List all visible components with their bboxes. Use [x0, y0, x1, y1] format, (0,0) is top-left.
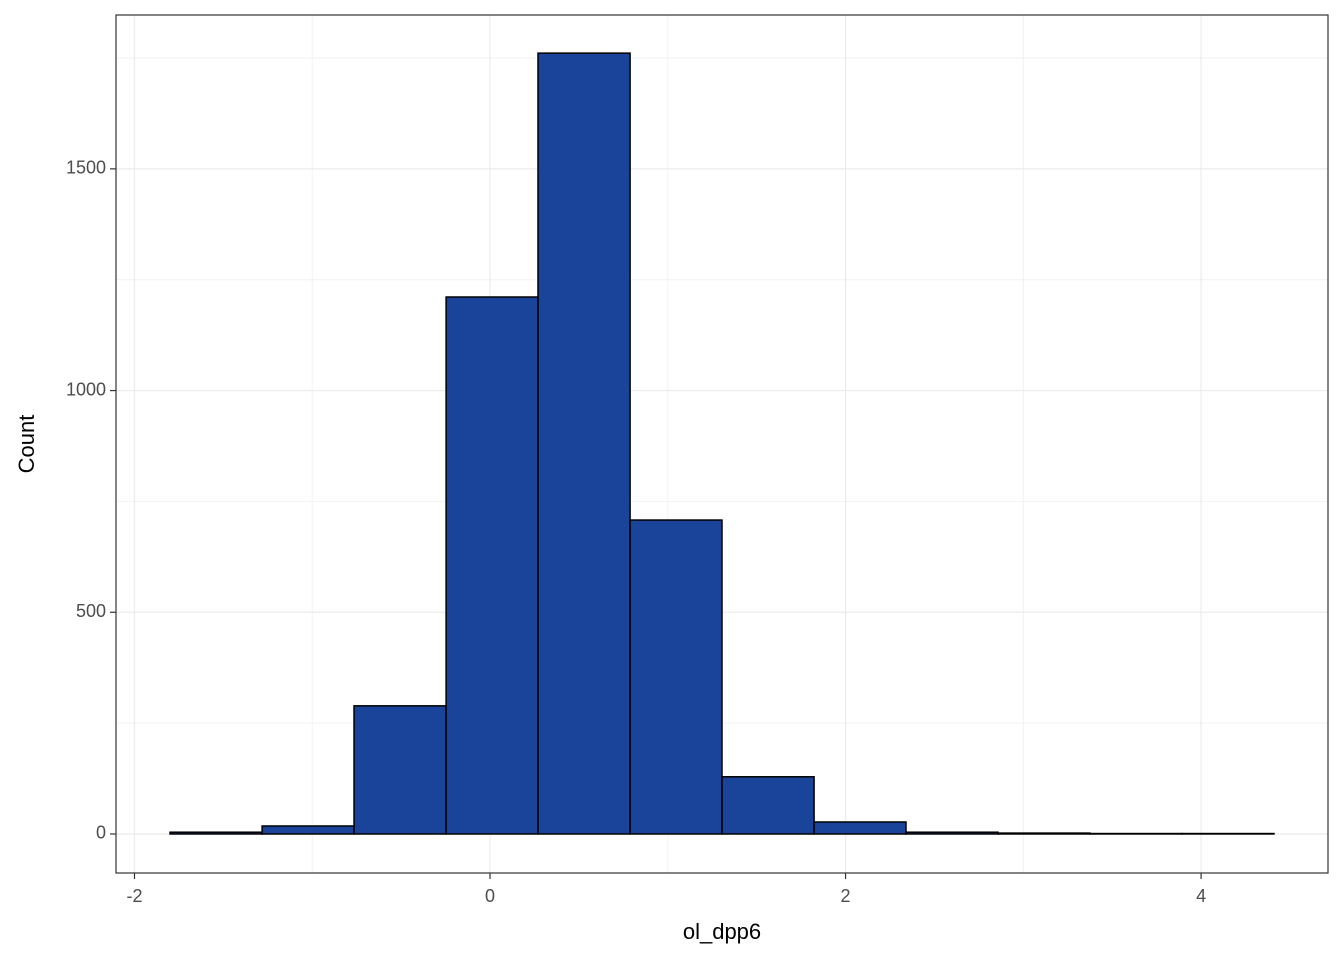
bar	[629, 519, 723, 835]
panel-border	[115, 14, 1329, 874]
x-tick-label: 0	[485, 886, 495, 906]
x-tick-label: -2	[126, 886, 142, 906]
x-axis-title: ol_dpp6	[683, 919, 761, 944]
y-tick-label: 1500	[66, 158, 106, 178]
y-tick-label: 500	[76, 601, 106, 621]
bar	[813, 821, 907, 835]
bar	[445, 296, 539, 835]
x-tick-label: 2	[841, 886, 851, 906]
bar	[353, 705, 447, 835]
bar	[261, 825, 355, 835]
bar	[997, 832, 1091, 835]
y-tick-label: 0	[96, 823, 106, 843]
y-tick-label: 1000	[66, 379, 106, 399]
bar	[169, 831, 263, 835]
bar	[721, 776, 815, 835]
bar	[905, 831, 999, 835]
y-axis-title: Count	[14, 415, 39, 474]
x-tick-label: 4	[1196, 886, 1206, 906]
bar	[537, 52, 631, 835]
